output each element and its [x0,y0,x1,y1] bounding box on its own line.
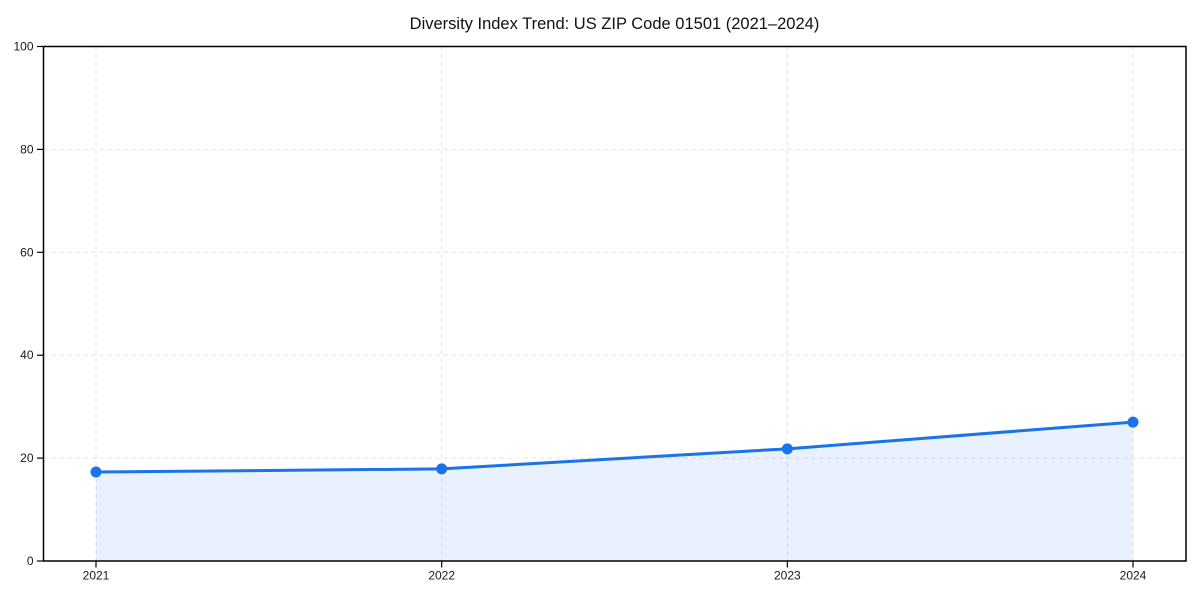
y-axis-tick-label: 100 [13,40,33,54]
plot-area: 0 20 40 60 80 100 2021 2022 2023 2024 [13,40,1187,583]
x-axis-tick-label: 2023 [774,569,801,583]
y-axis-tick-label: 80 [20,142,34,156]
x-axis-tick-label: 2021 [83,569,110,583]
data-point [1127,416,1139,428]
chart-title: Diversity Index Trend: US ZIP Code 01501… [410,15,820,33]
y-axis-tick-label: 60 [20,245,34,259]
data-point [436,463,448,475]
plot-border [42,45,1187,562]
trend-line [94,420,1135,474]
data-point [781,443,793,455]
x-axis-tick-label: 2024 [1120,569,1147,583]
y-axis-tick-label: 0 [27,554,34,568]
data-point [90,466,102,478]
area-fill [96,422,1133,561]
y-axis-tick-label: 20 [20,451,34,465]
y-axis-tick-label: 40 [20,348,34,362]
x-axis-tick-label: 2022 [428,569,455,583]
